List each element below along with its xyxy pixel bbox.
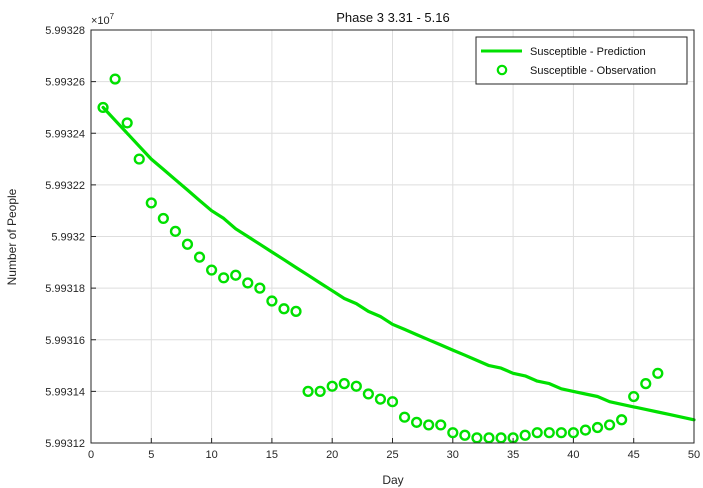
- observation-marker: [206, 264, 218, 276]
- observation-marker: [278, 303, 290, 315]
- y-tick-label: 5.99324: [45, 128, 85, 140]
- observation-marker: [218, 272, 230, 284]
- legend-observation-label: Susceptible - Observation: [530, 65, 656, 77]
- y-exponent-power: 7: [110, 12, 115, 21]
- y-tick-label: 5.99316: [45, 335, 85, 347]
- y-tick-label: 5.99318: [45, 283, 85, 295]
- observation-marker: [603, 419, 616, 431]
- observation-marker: [133, 153, 145, 165]
- observation-marker: [423, 419, 435, 431]
- observation-marker: [326, 380, 338, 392]
- observation-marker: [411, 416, 423, 428]
- y-axis-title: Number of People: [5, 188, 19, 285]
- legend-observation-swatch: [496, 64, 508, 76]
- x-axis-title: Day: [382, 473, 403, 487]
- observation-marker: [579, 424, 592, 436]
- x-tick-label: 5: [148, 449, 154, 461]
- observation-marker: [109, 73, 121, 85]
- observation-marker: [254, 282, 266, 294]
- observation-marker: [302, 385, 314, 397]
- observation-marker: [193, 251, 206, 263]
- y-tick-label: 5.99312: [45, 438, 85, 450]
- x-tick-label: 0: [88, 449, 94, 461]
- x-tick-label: 30: [447, 449, 459, 461]
- observation-marker: [628, 390, 640, 403]
- observation-marker: [121, 117, 133, 129]
- observation-marker: [447, 427, 459, 439]
- observation-marker: [652, 367, 664, 379]
- observation-marker: [543, 427, 555, 439]
- observation-marker: [567, 427, 580, 439]
- y-tick-label: 5.99326: [45, 77, 85, 89]
- prediction-line: [101, 105, 696, 422]
- observation-marker: [145, 197, 157, 209]
- y-tick-label: 5.9932: [51, 232, 85, 244]
- observation-marker: [386, 396, 399, 408]
- observation-marker: [230, 269, 242, 281]
- chart-title: Phase 3 3.31 - 5.16: [336, 10, 449, 25]
- observation-marker: [181, 238, 194, 250]
- x-tick-label: 25: [386, 449, 398, 461]
- x-tick-label: 35: [507, 449, 519, 461]
- observation-marker: [290, 305, 302, 317]
- x-tick-label: 50: [688, 449, 700, 461]
- observation-series: [97, 73, 664, 444]
- x-tick-label: 15: [266, 449, 278, 461]
- observation-marker: [374, 393, 387, 405]
- observation-marker: [435, 419, 447, 431]
- observation-marker: [350, 380, 362, 392]
- legend-box: [475, 36, 688, 85]
- legend: Susceptible - Prediction Susceptible - O…: [475, 36, 688, 85]
- y-exponent-label: ×107: [91, 12, 115, 27]
- observation-marker: [640, 378, 652, 390]
- y-exponent-base: ×10: [91, 15, 110, 27]
- y-tick-label: 5.99322: [45, 180, 85, 192]
- x-tick-label: 10: [205, 449, 217, 461]
- prediction-series: [101, 105, 696, 422]
- x-tick-label: 45: [628, 449, 640, 461]
- observation-marker: [314, 385, 326, 397]
- observation-marker: [242, 277, 254, 289]
- observation-marker: [616, 414, 628, 426]
- legend-prediction-label: Susceptible - Prediction: [530, 46, 646, 58]
- ticks: 0 5 10 15 20 25 30 35 40 45 50 5.99312 5.99314 5.9931…: [45, 25, 700, 461]
- observation-marker: [398, 411, 411, 423]
- observation-marker: [531, 427, 543, 439]
- x-tick-label: 40: [567, 449, 579, 461]
- observation-marker: [591, 421, 604, 434]
- observation-marker: [519, 429, 531, 441]
- observation-marker: [266, 295, 278, 307]
- observation-marker: [362, 388, 374, 400]
- observation-marker: [471, 432, 483, 444]
- observation-marker: [157, 212, 169, 225]
- y-tick-label: 5.99314: [45, 386, 85, 398]
- observation-marker: [459, 429, 471, 441]
- observation-marker: [483, 432, 495, 444]
- observation-marker: [169, 225, 182, 237]
- observation-marker: [495, 432, 507, 444]
- x-tick-label: 20: [326, 449, 338, 461]
- y-tick-label: 5.99328: [45, 25, 85, 37]
- observation-marker: [555, 427, 567, 439]
- observation-marker: [338, 378, 350, 390]
- observation-marker: [97, 101, 109, 114]
